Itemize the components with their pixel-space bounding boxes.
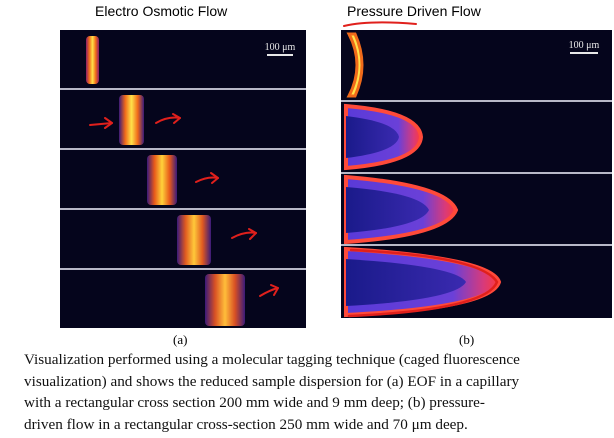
pdf-title: Pressure Driven Flow bbox=[347, 3, 481, 19]
eof-plug-5 bbox=[205, 274, 245, 326]
red-underline-annotation bbox=[343, 21, 417, 27]
eof-scale-label: 100 μm bbox=[264, 42, 296, 53]
caption-line: with a rectangular cross section 200 mm … bbox=[24, 394, 485, 411]
pdf-red-annotation bbox=[347, 248, 499, 318]
eof-frame-3 bbox=[60, 150, 306, 208]
pdf-frame-1 bbox=[341, 30, 612, 100]
sublabel-a: (a) bbox=[173, 332, 188, 347]
pdf-frames-svg bbox=[341, 30, 612, 318]
red-arrow-annotations bbox=[89, 113, 279, 297]
eof-image-panel: 100 μm bbox=[60, 30, 306, 328]
eof-separator bbox=[60, 268, 306, 270]
eof-plug-4 bbox=[177, 215, 211, 265]
pdf-scale-bar: 100 μm bbox=[561, 40, 607, 54]
eof-separator bbox=[60, 208, 306, 210]
eof-frame-4 bbox=[60, 210, 306, 268]
caption-line: Visualization performed using a molecula… bbox=[24, 351, 520, 368]
eof-frame-2 bbox=[60, 90, 306, 148]
caption-line: visualization) and shows the reduced sam… bbox=[24, 372, 520, 390]
sublabel-b: (b) bbox=[459, 332, 475, 347]
eof-frame-1 bbox=[60, 30, 306, 88]
figure-caption: Visualization performed using a molecula… bbox=[24, 349, 614, 435]
pdf-scale-label: 100 μm bbox=[568, 40, 600, 51]
caption-line: driven flow in a rectangular cross-secti… bbox=[24, 415, 468, 433]
eof-separator bbox=[60, 88, 306, 90]
pdf-image-panel: 100 μm bbox=[341, 30, 612, 318]
eof-separator bbox=[60, 148, 306, 150]
pdf-plug-1 bbox=[346, 32, 364, 98]
eof-plug-3 bbox=[147, 155, 177, 205]
eof-title: Electro Osmotic Flow bbox=[95, 3, 228, 19]
eof-plug-2 bbox=[119, 95, 144, 145]
eof-scale-bar: 100 μm bbox=[258, 42, 302, 56]
eof-plug-1 bbox=[86, 36, 99, 84]
eof-frame-5 bbox=[60, 270, 306, 328]
